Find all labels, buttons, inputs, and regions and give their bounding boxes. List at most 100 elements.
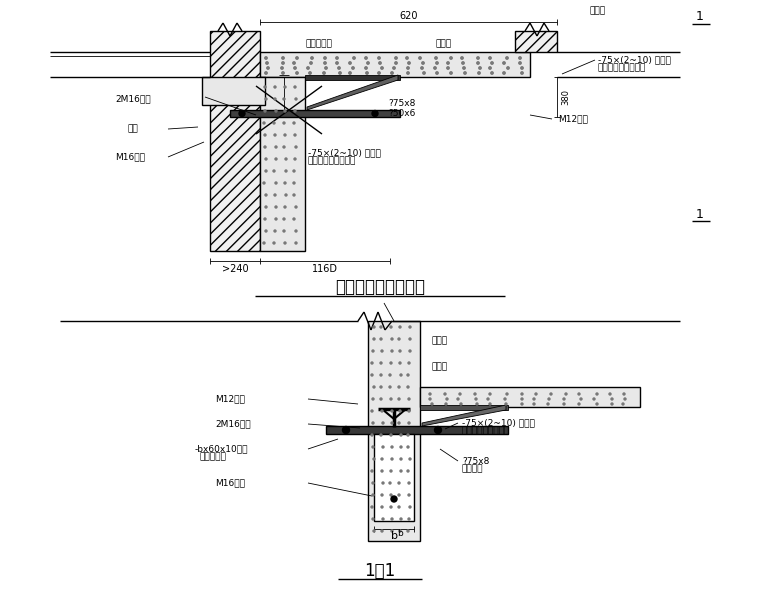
Circle shape <box>408 422 410 424</box>
Text: b: b <box>391 531 397 541</box>
Circle shape <box>489 393 491 395</box>
Circle shape <box>282 62 284 64</box>
Circle shape <box>284 110 286 112</box>
Circle shape <box>611 403 613 405</box>
Text: ?75x8: ?75x8 <box>388 99 416 108</box>
Text: -75×(2~10) 钢板楔: -75×(2~10) 钢板楔 <box>308 149 381 158</box>
Circle shape <box>373 530 375 532</box>
Circle shape <box>264 86 266 88</box>
Text: 悬挑梁: 悬挑梁 <box>432 362 448 371</box>
Circle shape <box>295 230 297 232</box>
Circle shape <box>380 398 382 400</box>
Circle shape <box>280 67 283 69</box>
Circle shape <box>519 62 521 64</box>
Circle shape <box>409 506 411 508</box>
Circle shape <box>373 386 375 388</box>
Circle shape <box>293 182 295 184</box>
Circle shape <box>275 146 277 148</box>
Circle shape <box>407 67 409 69</box>
Circle shape <box>352 67 354 69</box>
Circle shape <box>409 458 411 460</box>
Circle shape <box>372 422 374 424</box>
Circle shape <box>489 403 491 405</box>
Circle shape <box>381 67 383 69</box>
Circle shape <box>445 403 447 405</box>
Circle shape <box>282 57 284 59</box>
Circle shape <box>506 393 508 395</box>
Circle shape <box>400 470 402 472</box>
Circle shape <box>265 98 267 100</box>
Circle shape <box>274 98 276 100</box>
Circle shape <box>353 57 355 59</box>
Circle shape <box>389 482 391 484</box>
Circle shape <box>400 374 402 376</box>
Circle shape <box>265 230 267 232</box>
Circle shape <box>450 57 452 59</box>
Circle shape <box>596 403 598 405</box>
Circle shape <box>381 458 383 460</box>
Circle shape <box>274 194 276 196</box>
Circle shape <box>365 67 367 69</box>
Circle shape <box>429 398 431 400</box>
Circle shape <box>435 62 439 64</box>
Circle shape <box>371 410 373 412</box>
Circle shape <box>391 72 393 74</box>
Circle shape <box>391 518 393 520</box>
Circle shape <box>265 194 267 196</box>
Circle shape <box>399 350 401 352</box>
Bar <box>420 405 508 410</box>
Circle shape <box>285 170 287 172</box>
Circle shape <box>407 72 409 74</box>
Polygon shape <box>307 75 398 110</box>
Circle shape <box>274 86 276 88</box>
Circle shape <box>382 482 384 484</box>
Circle shape <box>419 57 421 59</box>
Circle shape <box>409 350 411 352</box>
Circle shape <box>381 410 383 412</box>
Text: M12锚栓: M12锚栓 <box>558 114 588 124</box>
Circle shape <box>380 362 382 364</box>
Circle shape <box>477 62 480 64</box>
Circle shape <box>266 62 268 64</box>
Circle shape <box>565 393 567 395</box>
Circle shape <box>408 494 410 496</box>
Circle shape <box>372 398 374 400</box>
Circle shape <box>275 218 277 220</box>
Circle shape <box>310 62 312 64</box>
Circle shape <box>390 326 392 328</box>
Circle shape <box>547 403 549 405</box>
Circle shape <box>408 362 410 364</box>
Circle shape <box>263 182 265 184</box>
Circle shape <box>489 67 491 69</box>
Circle shape <box>422 62 424 64</box>
Circle shape <box>267 67 269 69</box>
Polygon shape <box>422 405 506 426</box>
Circle shape <box>391 422 393 424</box>
Circle shape <box>406 57 408 59</box>
Text: ?50x6: ?50x6 <box>388 108 416 118</box>
Circle shape <box>391 446 393 448</box>
Circle shape <box>293 62 295 64</box>
Text: -75×(2~10) 钢板楔: -75×(2~10) 钢板楔 <box>598 55 671 65</box>
Circle shape <box>505 403 507 405</box>
Circle shape <box>390 470 392 472</box>
Circle shape <box>294 158 296 160</box>
Circle shape <box>389 374 391 376</box>
Circle shape <box>371 362 373 364</box>
Circle shape <box>371 470 373 472</box>
Circle shape <box>380 434 382 436</box>
Circle shape <box>274 134 276 136</box>
Circle shape <box>400 434 402 436</box>
Circle shape <box>378 57 380 59</box>
Circle shape <box>295 98 297 100</box>
Circle shape <box>367 62 369 64</box>
Circle shape <box>580 398 582 400</box>
Circle shape <box>283 122 285 124</box>
Bar <box>260 77 305 251</box>
Circle shape <box>371 434 373 436</box>
Text: 座乳胶水泥: 座乳胶水泥 <box>305 40 332 49</box>
Circle shape <box>336 57 338 59</box>
Circle shape <box>239 110 245 116</box>
Circle shape <box>408 482 410 484</box>
Circle shape <box>521 72 523 74</box>
